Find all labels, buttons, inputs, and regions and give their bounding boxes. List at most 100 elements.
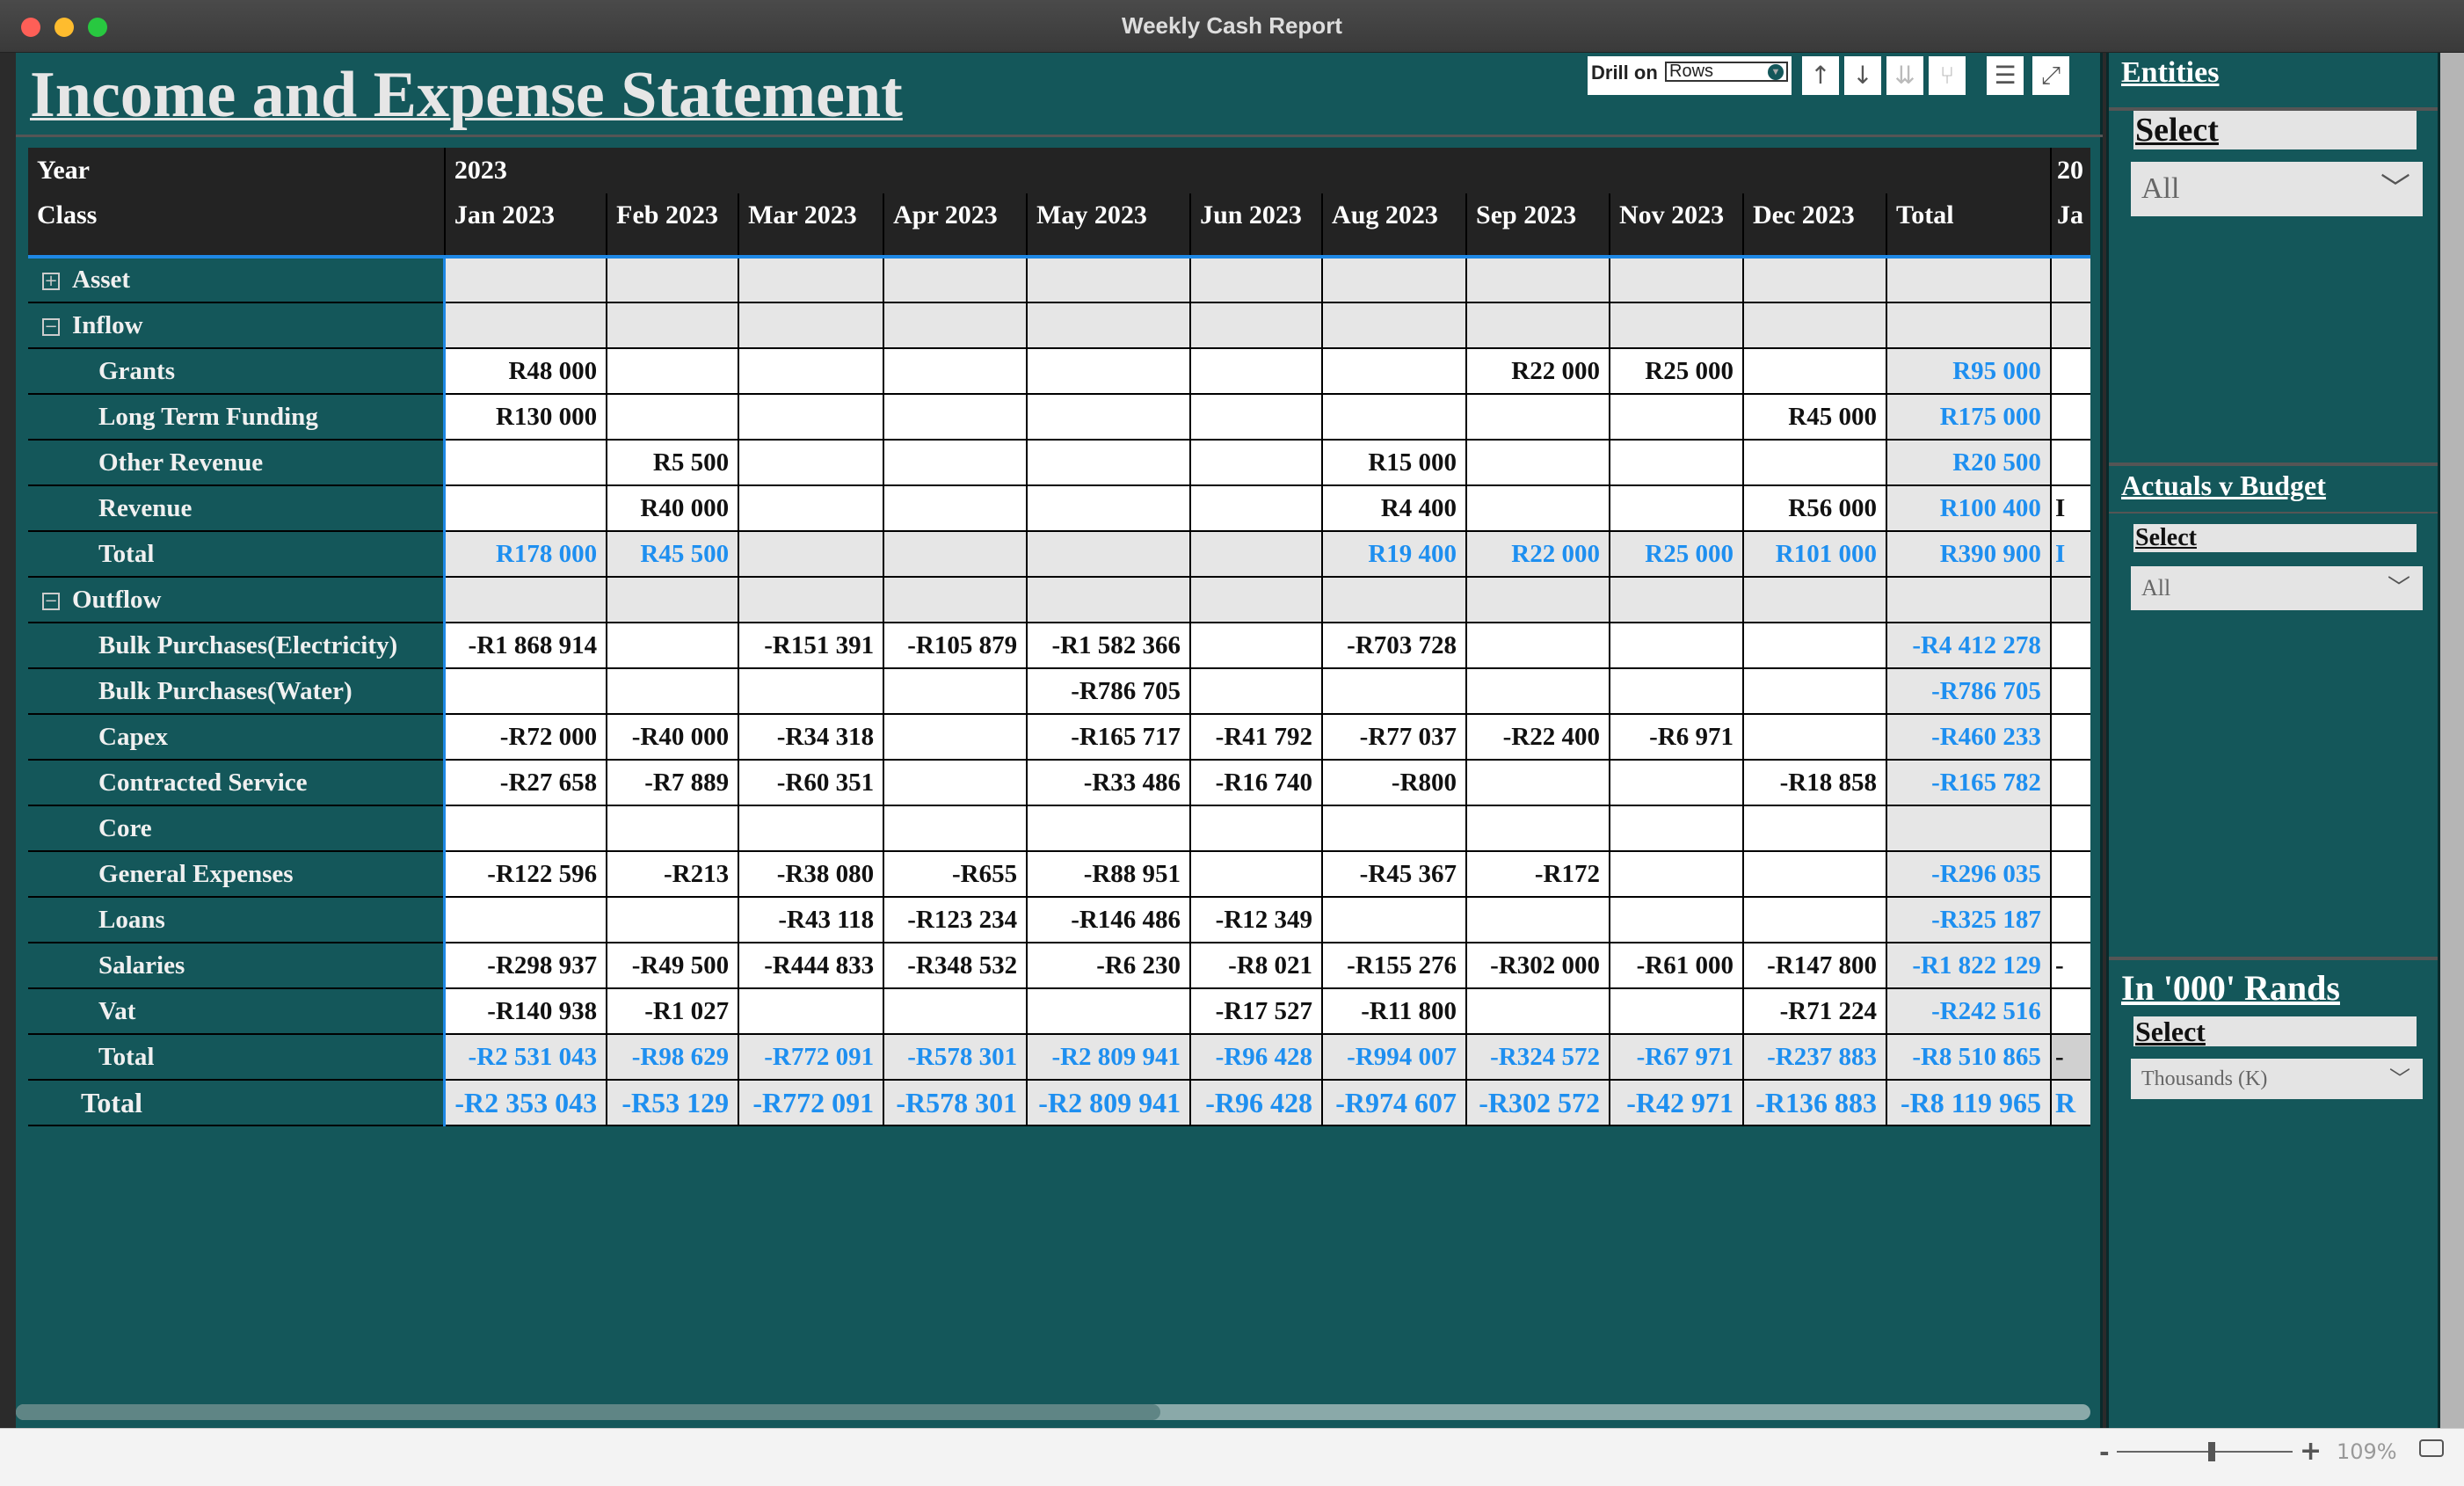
column-header-jan-2023[interactable]: Jan 2023: [443, 193, 607, 259]
column-header-apr-2023[interactable]: Apr 2023: [883, 193, 1028, 259]
year-2023-header[interactable]: 2023: [443, 148, 2051, 193]
value-cell: [738, 987, 885, 1035]
column-header-may-2023[interactable]: May 2023: [1026, 193, 1191, 259]
value-cell: -R33 486: [1026, 759, 1192, 806]
row-label: Core: [28, 805, 447, 852]
value-cell: [1465, 484, 1610, 532]
value-cell: [606, 256, 740, 303]
partial-cell: [2049, 805, 2090, 852]
value-cell: -R53 129: [606, 1079, 740, 1126]
minimize-window-button[interactable]: [55, 18, 74, 37]
value-cell: [1741, 896, 1887, 943]
scrollbar-thumb[interactable]: [16, 1404, 1160, 1420]
total-cell: -R786 705: [1885, 667, 2052, 715]
row-label-text: Long Term Funding: [98, 402, 318, 431]
row-label: Grants: [28, 347, 447, 395]
partial-cell: [2049, 302, 2090, 349]
class-header-label: Class: [28, 193, 445, 259]
actuals-budget-dropdown[interactable]: All ﹀: [2131, 566, 2423, 610]
value-cell: -R772 091: [738, 1079, 885, 1126]
entities-value: All: [2141, 172, 2180, 205]
row-label[interactable]: − Inflow: [28, 302, 447, 349]
next-level-button[interactable]: ⇊: [1886, 56, 1923, 95]
value-cell: [1741, 850, 1887, 898]
value-cell: -R77 037: [1321, 713, 1468, 761]
value-cell: [1609, 987, 1744, 1035]
column-header-nov-2023[interactable]: Nov 2023: [1609, 193, 1743, 259]
value-cell: -R146 486: [1026, 896, 1192, 943]
row-label[interactable]: + Asset: [28, 256, 447, 303]
value-cell: [1189, 484, 1324, 532]
value-cell: R56 000: [1741, 484, 1887, 532]
fit-to-page-icon[interactable]: [2419, 1439, 2444, 1457]
entities-slicer-title: Entities: [2121, 56, 2220, 89]
value-cell: [738, 302, 885, 349]
collapse-minus-icon[interactable]: −: [42, 592, 60, 610]
collapse-minus-icon[interactable]: −: [42, 317, 60, 336]
column-header-jun-2023[interactable]: Jun 2023: [1189, 193, 1323, 259]
value-cell: -R88 951: [1026, 850, 1192, 898]
value-cell: R4 400: [1321, 484, 1468, 532]
value-cell: [606, 896, 740, 943]
column-header-mar-2023[interactable]: Mar 2023: [738, 193, 884, 259]
value-cell: [1321, 347, 1468, 395]
column-header-sep-2023[interactable]: Sep 2023: [1465, 193, 1610, 259]
value-cell: -R105 879: [883, 622, 1028, 669]
value-cell: -R123 234: [883, 896, 1028, 943]
value-cell: -R172: [1465, 850, 1610, 898]
row-label: Contracted Service: [28, 759, 447, 806]
value-cell: [1321, 667, 1468, 715]
drill-on-select[interactable]: Rows ▼: [1665, 62, 1788, 82]
value-cell: -R578 301: [883, 1033, 1028, 1081]
row-label: Total: [28, 530, 447, 578]
rands-scale-dropdown[interactable]: Thousands (K) ﹀: [2131, 1059, 2423, 1099]
expand-plus-icon[interactable]: +: [42, 273, 60, 290]
value-cell: [738, 530, 885, 578]
drill-down-button[interactable]: ↓: [1844, 56, 1881, 95]
value-cell: [443, 667, 608, 715]
close-window-button[interactable]: [21, 18, 40, 37]
focus-mode-icon: ⤢: [2040, 61, 2061, 90]
value-cell: [1189, 850, 1324, 898]
value-cell: [1741, 713, 1887, 761]
entities-dropdown[interactable]: All ﹀: [2131, 162, 2423, 216]
horizontal-scrollbar[interactable]: [16, 1404, 2090, 1420]
value-cell: [1741, 805, 1887, 852]
focus-mode-button[interactable]: ⤢: [2032, 56, 2069, 95]
next-year-header[interactable]: 20: [2049, 148, 2090, 193]
value-cell: R25 000: [1609, 530, 1744, 578]
maximize-window-button[interactable]: [88, 18, 107, 37]
drill-on-label: Drill on: [1591, 62, 1658, 84]
row-label-text: Revenue: [98, 493, 193, 522]
value-cell: [1465, 759, 1610, 806]
value-cell: -R1 582 366: [1026, 622, 1192, 669]
expand-hierarchy-button[interactable]: ⑂: [1929, 56, 1966, 95]
filter-button[interactable]: ☰: [1987, 56, 2024, 95]
zoom-slider[interactable]: [2117, 1442, 2293, 1461]
entities-select-header: Select: [2133, 111, 2417, 149]
value-cell: [1465, 256, 1610, 303]
row-label: Bulk Purchases(Water): [28, 667, 447, 715]
table-row-vat: Vat -R140 938 -R1 027 -R17 527 -R11 800 -R71 …: [28, 987, 2090, 1035]
total-cell: R95 000: [1885, 347, 2052, 395]
value-cell: -R2 809 941: [1026, 1079, 1192, 1126]
column-header-total[interactable]: Total: [1885, 193, 2051, 259]
column-header-feb-2023[interactable]: Feb 2023: [606, 193, 739, 259]
value-cell: R25 000: [1609, 347, 1744, 395]
value-cell: -R7 889: [606, 759, 740, 806]
table-row-total: Total -R2 531 043 -R98 629 -R772 091 -R578 3…: [28, 1033, 2090, 1081]
partial-cell: [2049, 347, 2090, 395]
value-cell: [1189, 347, 1324, 395]
window-title: Weekly Cash Report: [1122, 12, 1342, 39]
value-cell: -R12 349: [1189, 896, 1324, 943]
row-label: Long Term Funding: [28, 393, 447, 441]
slicer-pane: Entities Select All ﹀ Actuals v Budget S…: [2106, 53, 2440, 1428]
column-header-dec-2023[interactable]: Dec 2023: [1741, 193, 1886, 259]
zoom-out-button[interactable]: -: [2099, 1438, 2110, 1467]
zoom-in-button[interactable]: +: [2300, 1436, 2322, 1467]
row-label[interactable]: − Outflow: [28, 576, 447, 623]
drill-up-button[interactable]: ↑: [1802, 56, 1839, 95]
column-header-aug-2023[interactable]: Aug 2023: [1321, 193, 1467, 259]
zoom-slider-thumb[interactable]: [2208, 1442, 2215, 1461]
column-header-next-partial[interactable]: Ja: [2049, 193, 2090, 259]
